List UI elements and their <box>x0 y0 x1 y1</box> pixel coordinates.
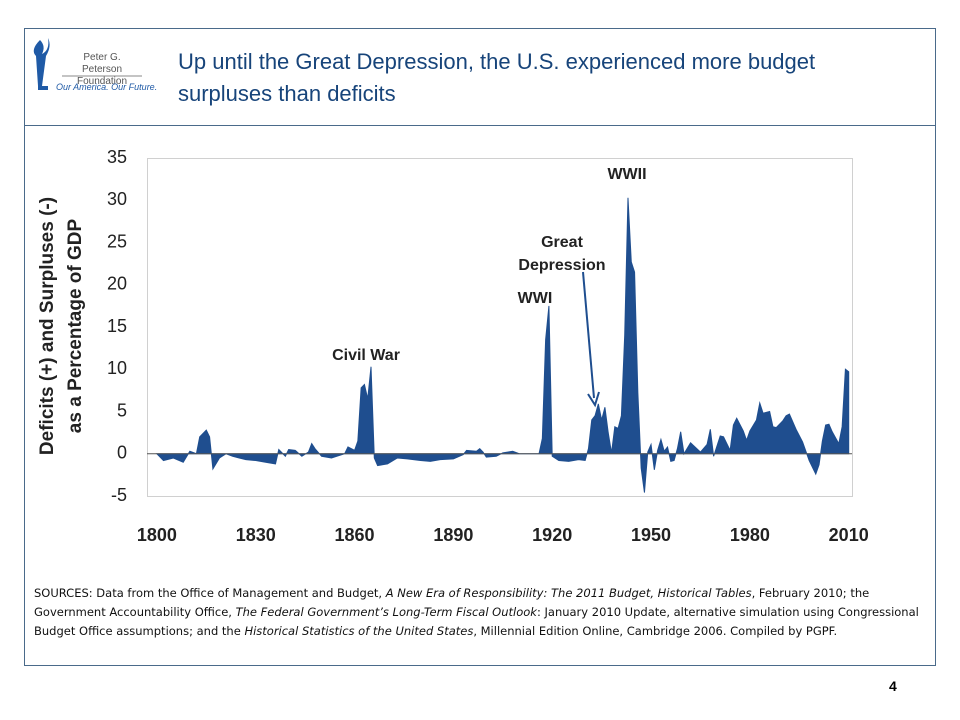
y-tick-label: 15 <box>107 316 127 336</box>
source-text: SOURCES: Data from the Office of Managem… <box>34 586 386 600</box>
x-tick-label: 1920 <box>532 525 572 545</box>
slide-frame <box>24 28 936 666</box>
x-tick-label: 1980 <box>730 525 770 545</box>
page-number: 4 <box>889 678 897 694</box>
logo-tagline: Our America. Our Future. <box>56 82 158 92</box>
annotation: Great Depression <box>518 234 606 274</box>
y-tick-label: -5 <box>111 485 127 505</box>
y-tick-label: 10 <box>107 358 127 378</box>
y-tick-label: 0 <box>117 443 127 463</box>
y-tick-label: 5 <box>117 400 127 420</box>
y-tick-label: 30 <box>107 189 127 209</box>
arrow-head <box>587 391 600 408</box>
y-tick-label: 35 <box>107 147 127 167</box>
source-text: : January 2010 Update, alternative simul… <box>34 605 919 638</box>
x-tick-label: 1860 <box>335 525 375 545</box>
y-axis-title: Deficits (+) and Surpluses (-) <box>37 197 58 455</box>
x-tick-label: 1950 <box>631 525 671 545</box>
area <box>155 197 850 493</box>
logo-icon <box>33 38 50 90</box>
x-tick-label: 1830 <box>236 525 276 545</box>
y-axis-title: as a Percentage of GDP <box>65 218 86 433</box>
source-text: , February 2010; the Government Accounta… <box>34 586 870 619</box>
slide-title: Up until the Great Depression, the U.S. … <box>178 49 816 106</box>
sources: SOURCES: Data from the Office of Managem… <box>34 584 920 641</box>
source-title: The Federal Government’s Long-Term Fisca… <box>235 605 537 619</box>
annotation-arrow <box>582 271 595 399</box>
x-tick-label: 1890 <box>433 525 473 545</box>
x-tick-label: 2010 <box>829 525 869 545</box>
source-text: , Millennial Edition Online, Cambridge 2… <box>473 624 838 638</box>
source-title: Historical Statistics of the United Stat… <box>244 624 474 638</box>
source-title: A New Era of Responsibility: The 2011 Bu… <box>385 586 752 600</box>
annotation: WWII <box>607 166 647 183</box>
y-tick-label: 20 <box>107 274 127 294</box>
y-tick-label: 25 <box>107 231 127 251</box>
plot-area <box>147 158 853 497</box>
annotation: Civil War <box>332 347 400 364</box>
x-tick-label: 1800 <box>137 525 177 545</box>
logo-name: Peter G. Peterson Foundation <box>76 52 128 87</box>
annotation: WWI <box>517 290 553 307</box>
